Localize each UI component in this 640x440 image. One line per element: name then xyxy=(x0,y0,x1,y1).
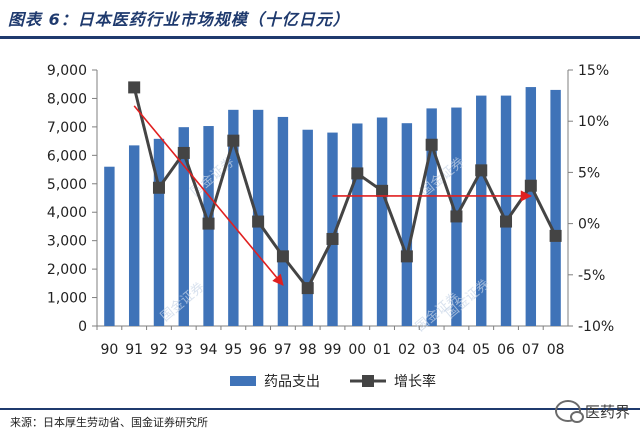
x-tick-label: 94 xyxy=(200,342,218,358)
brand-mark: 医药界 xyxy=(554,400,630,423)
growth-point-93 xyxy=(177,146,190,159)
bar-06 xyxy=(500,95,512,326)
growth-point-00 xyxy=(351,167,364,180)
bar-05 xyxy=(476,95,487,326)
bar-92 xyxy=(153,138,165,326)
chart-title: 图表 6：日本医药行业市场规模（十亿日元） xyxy=(8,10,350,29)
x-tick-label: 04 xyxy=(448,342,466,358)
x-tick-label: 07 xyxy=(522,342,540,358)
chart-canvas: 0 1,000 2,000 3,000 4,000 5,000 6,000 7,000 8,00… xyxy=(47,63,614,390)
y-left-tick-label: 3,000 xyxy=(47,234,87,250)
source-note: 来源：日本厚生劳动省、国金证券研究所 xyxy=(10,416,208,429)
y-left-tick-label: 6,000 xyxy=(47,148,87,164)
x-tick-label: 02 xyxy=(398,342,416,358)
growth-point-05 xyxy=(475,164,488,177)
growth-point-94 xyxy=(202,217,215,230)
bar-90 xyxy=(104,166,115,326)
growth-point-96 xyxy=(252,215,265,228)
x-tick-label: 90 xyxy=(100,342,118,358)
bar-03 xyxy=(426,108,437,327)
x-tick-label: 98 xyxy=(299,342,317,358)
x-tick-label: 93 xyxy=(175,342,193,358)
y-left-tick-label: 2,000 xyxy=(47,262,87,278)
footer-divider xyxy=(0,408,640,410)
bar-08 xyxy=(550,89,561,327)
y-left-tick-label: 8,000 xyxy=(47,91,87,107)
chat-bubble-icon xyxy=(554,400,584,423)
bar-07 xyxy=(525,87,537,326)
y-left-tick-label: 1,000 xyxy=(47,291,87,307)
legend-bar-swatch xyxy=(230,376,256,386)
title-divider xyxy=(0,36,640,39)
growth-point-04 xyxy=(450,210,463,223)
y-right-tick-label: 0% xyxy=(578,217,600,233)
y-left-tick-label: 9,000 xyxy=(47,63,87,79)
brand-name: 医药界 xyxy=(584,402,630,421)
x-tick-label: 91 xyxy=(125,342,143,358)
x-tick-label: 03 xyxy=(423,342,441,358)
growth-point-06 xyxy=(500,215,513,228)
growth-point-02 xyxy=(400,250,413,263)
growth-rate-line xyxy=(132,87,557,291)
bar-91 xyxy=(128,145,140,326)
bar-02 xyxy=(401,123,413,327)
growth-point-97 xyxy=(276,250,289,263)
bar-97 xyxy=(277,116,289,326)
growth-point-92 xyxy=(152,181,165,194)
y-left-tick-label: 0 xyxy=(78,319,87,335)
x-tick-label: 99 xyxy=(324,342,342,358)
x-tick-label: 95 xyxy=(224,342,242,358)
y-right-tick-label: -5% xyxy=(578,268,605,284)
growth-point-01 xyxy=(376,184,389,197)
growth-point-07 xyxy=(524,179,537,192)
x-tick-label: 08 xyxy=(547,342,565,358)
x-tick-label: 05 xyxy=(472,342,490,358)
x-tick-label: 97 xyxy=(274,342,292,358)
x-tick-label: 96 xyxy=(249,342,267,358)
y-left-tick-label: 7,000 xyxy=(47,120,87,136)
bar-01 xyxy=(376,117,388,326)
title-bar: 图表 6：日本医药行业市场规模（十亿日元） xyxy=(0,0,640,40)
bar-95 xyxy=(228,109,239,326)
trend-arrow-1 xyxy=(133,105,284,286)
y-left-tick-label: 5,000 xyxy=(47,177,87,193)
y-right-tick-label: 10% xyxy=(578,114,609,130)
bar-93 xyxy=(178,127,189,326)
y-right-tick-label: 15% xyxy=(578,63,609,79)
y-left-tick-label: 4,000 xyxy=(47,205,87,221)
growth-point-03 xyxy=(425,138,438,151)
y-right-tick-label: -10% xyxy=(578,319,614,335)
growth-point-08 xyxy=(549,229,562,242)
legend-line-label: 增长率 xyxy=(394,373,436,390)
bar-99 xyxy=(327,132,338,326)
growth-point-91 xyxy=(128,81,141,94)
growth-point-95 xyxy=(227,134,240,147)
bar-00 xyxy=(352,123,363,326)
x-tick-label: 00 xyxy=(348,342,366,358)
y-right-tick-label: 5% xyxy=(578,165,600,181)
x-tick-label: 01 xyxy=(373,342,391,358)
bar-98 xyxy=(302,129,313,326)
x-tick-label: 92 xyxy=(150,342,168,358)
legend-line-marker xyxy=(362,375,374,387)
growth-point-98 xyxy=(301,282,314,295)
x-tick-label: 06 xyxy=(497,342,515,358)
growth-point-99 xyxy=(326,232,339,245)
legend-bar-label: 药品支出 xyxy=(264,374,320,390)
